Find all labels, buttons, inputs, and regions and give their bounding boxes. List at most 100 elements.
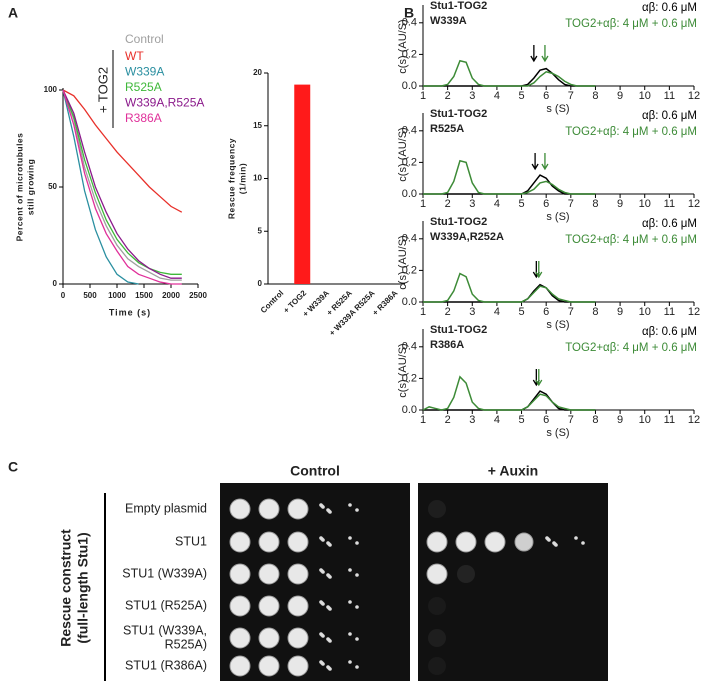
colony xyxy=(328,639,332,643)
column-header: Control xyxy=(290,463,340,479)
colony-spot xyxy=(229,531,251,553)
y-tick-label: 20 xyxy=(253,68,262,77)
colony xyxy=(355,637,359,641)
series-line xyxy=(423,59,596,87)
colony-spot xyxy=(258,627,280,649)
y-tick-label: 0.4 xyxy=(402,341,417,353)
x-tick-label: 8 xyxy=(592,414,598,426)
x-tick-label: 5 xyxy=(518,306,524,318)
y-tick-label: 5 xyxy=(258,226,263,235)
y-tick-label: 0 xyxy=(258,279,263,288)
colony xyxy=(574,536,578,540)
colony xyxy=(581,541,585,545)
colony-spot xyxy=(287,595,309,617)
colony xyxy=(355,665,359,669)
x-tick-label: 1 xyxy=(420,198,426,210)
y-tick-label: 0.4 xyxy=(402,125,417,137)
x-tick-label: 1 xyxy=(420,90,426,102)
colony xyxy=(328,575,332,579)
colony-spot xyxy=(514,532,534,552)
y-tick-label: 15 xyxy=(253,121,262,130)
arrow xyxy=(541,45,549,63)
x-tick-label: 6 xyxy=(543,198,549,210)
colony-spot xyxy=(287,627,309,649)
x-tick-label: 5 xyxy=(518,90,524,102)
colony-spot xyxy=(484,531,506,553)
x-axis-label: s (S) xyxy=(546,103,569,115)
x-tick-label: 10 xyxy=(639,90,651,102)
x-tick-label: 2000 xyxy=(162,291,180,300)
x-tick-label: 6 xyxy=(543,90,549,102)
x-axis-label: Time (s) xyxy=(109,307,151,317)
series-line xyxy=(62,89,182,285)
row-label: STU1 (W339A) xyxy=(122,566,207,580)
colony-spot xyxy=(428,500,446,518)
y-tick-label: 0.0 xyxy=(402,404,417,416)
row-label: STU1 (W339A, xyxy=(123,623,207,637)
legend-label: TOG2+αβ: 4 μM + 0.6 μM xyxy=(565,234,697,246)
x-tick-label: 9 xyxy=(617,414,623,426)
column-header: + Auxin xyxy=(488,463,538,479)
colony xyxy=(348,503,352,507)
colony-spot xyxy=(258,531,280,553)
y-axis-label: c(s) (AU/S) xyxy=(397,19,409,73)
panel-label: C xyxy=(8,459,18,475)
y-tick-label: 0.2 xyxy=(402,156,417,168)
x-tick-label: 2500 xyxy=(189,291,207,300)
row-label: STU1 (R525A) xyxy=(125,598,207,612)
colony xyxy=(328,667,332,671)
x-tick-label: Control xyxy=(259,289,285,315)
y-tick-label: 0.2 xyxy=(402,264,417,276)
x-tick-label: 5 xyxy=(518,414,524,426)
panel-title: Stu1-TOG2 xyxy=(430,216,487,228)
x-tick-label: 7 xyxy=(568,198,574,210)
x-tick-label: 3 xyxy=(469,90,475,102)
x-tick-label: 6 xyxy=(543,414,549,426)
colony-spot xyxy=(287,563,309,585)
colony xyxy=(355,573,359,577)
colony-spot xyxy=(457,565,475,583)
x-tick-label: 4 xyxy=(494,306,500,318)
series-line xyxy=(62,89,182,281)
colony-spot xyxy=(287,655,309,677)
x-tick-label: 10 xyxy=(639,414,651,426)
y-tick-label: 0.0 xyxy=(402,188,417,200)
colony xyxy=(348,632,352,636)
x-tick-label: 3 xyxy=(469,198,475,210)
y-tick-label: 10 xyxy=(253,174,262,183)
y-tick-label: 0 xyxy=(53,279,58,288)
x-tick-label: 11 xyxy=(664,306,675,318)
y-axis-label: still growing xyxy=(25,159,35,216)
colony-spot xyxy=(258,498,280,520)
x-tick-label: 11 xyxy=(664,198,675,210)
series-line xyxy=(422,375,596,411)
panel-title: Stu1-TOG2 xyxy=(430,0,487,12)
series-line xyxy=(423,159,596,195)
row-label: Empty plasmid xyxy=(125,501,207,515)
x-tick-label: 4 xyxy=(494,414,500,426)
legend-label: WT xyxy=(125,49,144,63)
panel-label: B xyxy=(404,5,414,21)
x-tick-label: 8 xyxy=(592,198,598,210)
series-line xyxy=(62,89,139,285)
y-tick-label: 0.4 xyxy=(402,233,417,245)
colony xyxy=(348,536,352,540)
colony-spot xyxy=(229,563,251,585)
colony xyxy=(321,634,325,638)
colony xyxy=(328,607,332,611)
y-axis-label: (1/min) xyxy=(237,163,247,194)
y-tick-label: 100 xyxy=(44,85,58,94)
x-axis-label: s (S) xyxy=(546,427,569,439)
x-tick-label: 4 xyxy=(494,198,500,210)
colony-spot xyxy=(428,597,446,615)
colony xyxy=(348,660,352,664)
colony xyxy=(321,602,325,606)
x-tick-label: 2 xyxy=(445,90,451,102)
colony-spot xyxy=(426,563,448,585)
series-line xyxy=(62,89,183,213)
legend-label: R386A xyxy=(125,111,162,125)
legend-label: R525A xyxy=(125,80,162,94)
colony xyxy=(554,543,558,547)
colony-spot xyxy=(428,657,446,675)
y-tick-label: 0.4 xyxy=(402,17,417,29)
